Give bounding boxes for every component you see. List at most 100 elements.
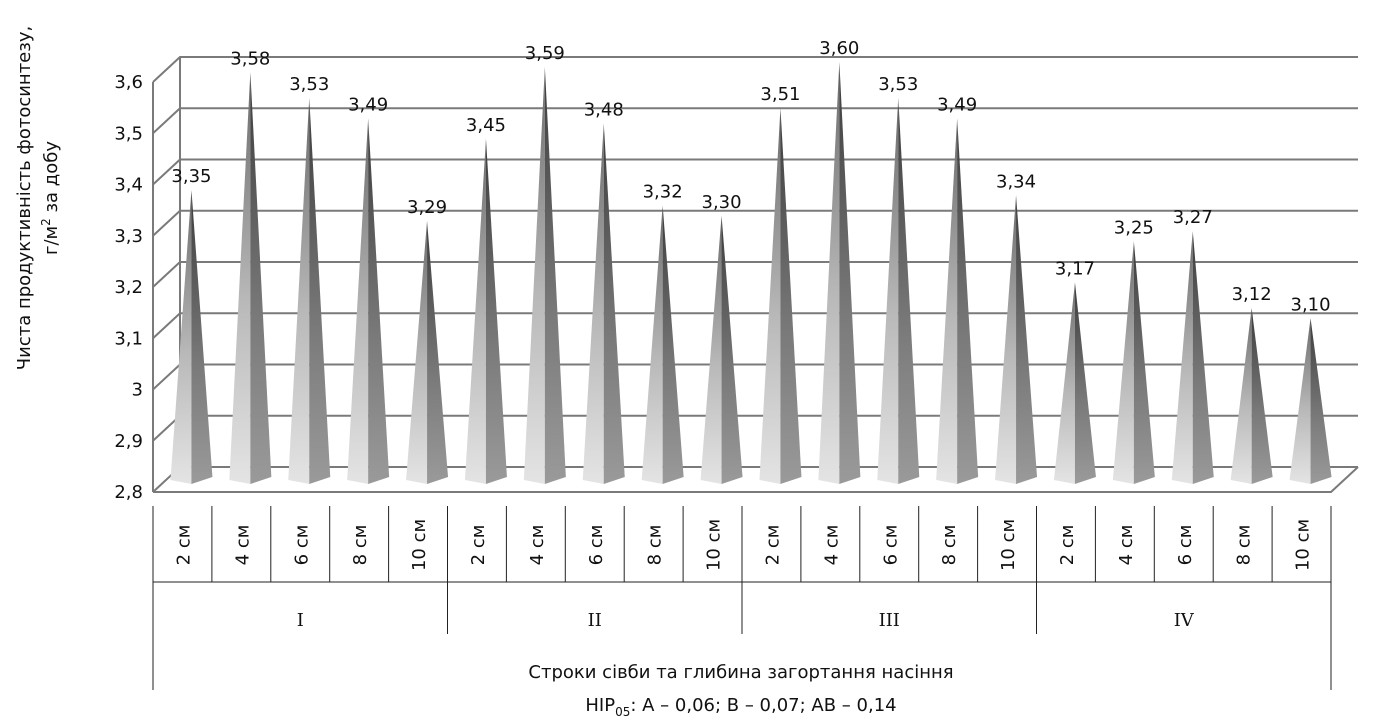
y-tick-label: 3,2	[114, 277, 143, 298]
group-label: IV	[1174, 610, 1195, 631]
pyramid-face-left	[936, 118, 958, 484]
pyramid-face-right	[1310, 318, 1332, 484]
group-label: II	[588, 610, 602, 631]
data-label: 3,58	[230, 48, 270, 69]
x-tick-label: 4 см	[232, 525, 253, 566]
group-label: I	[297, 610, 304, 631]
bar-pyramid	[170, 190, 213, 484]
bar-pyramid	[1289, 318, 1332, 484]
pyramid-face-right	[1251, 308, 1273, 484]
x-tick-label: 10 см	[409, 519, 430, 571]
pyramid-face-left	[995, 195, 1017, 484]
bar-pyramid	[1171, 231, 1214, 484]
bar-pyramid	[818, 62, 861, 484]
bar-pyramid	[700, 215, 743, 484]
gridline	[152, 312, 1358, 339]
bar-pyramid	[229, 72, 272, 484]
x-tick-label: 6 см	[291, 525, 312, 566]
pyramid-face-right	[721, 215, 743, 484]
x-tick-label: 2 см	[1057, 525, 1078, 566]
category-table: 2 см 4 см 6 см 8 см 10 см I 2 см 4 см 6 см 8 см 10…	[152, 506, 1332, 690]
bar-pyramid	[288, 97, 331, 484]
gridline	[152, 363, 1358, 391]
pyramid-face-left	[759, 108, 781, 484]
pyramid-face-right	[1016, 195, 1038, 484]
pyramid-face-right	[780, 108, 802, 484]
y-axis-unit-rest: за добу	[41, 141, 62, 219]
pyramid-face-right	[485, 138, 507, 484]
pyramid-face-left	[347, 118, 369, 484]
x-tick-label: 4 см	[1116, 525, 1137, 566]
pyramid-face-right	[1133, 241, 1155, 484]
data-label: 3,30	[702, 192, 742, 213]
x-tick-label: 6 см	[1175, 525, 1196, 566]
data-label: 3,59	[525, 43, 565, 64]
y-tick-labels: 2,8 2,9 3 3,1 3,2 3,3 3,4 3,5 3,6	[114, 72, 143, 503]
y-axis-unit-superscript: 2	[39, 218, 53, 226]
pyramid-face-right	[544, 67, 566, 484]
pyramid-face-left	[1171, 231, 1193, 484]
data-label: 3,45	[466, 115, 506, 136]
pyramid-face-left	[1289, 318, 1311, 484]
pyramid-face-left	[464, 138, 486, 484]
pyramid-face-left	[229, 72, 251, 484]
y-tick-label: 3,4	[114, 175, 143, 196]
y-tick-label: 3,5	[114, 123, 143, 144]
x-tick-label: 4 см	[527, 525, 548, 566]
x-tick-label: 2 см	[173, 525, 194, 566]
pyramids	[170, 62, 1332, 484]
pyramid-face-left	[523, 67, 545, 484]
bar-pyramid	[641, 205, 684, 484]
pyramid-face-right	[839, 62, 861, 484]
x-tick-label: 8 см	[1234, 525, 1255, 566]
bar-pyramid	[877, 97, 920, 484]
y-axis-title-line1: Чиста продуктивність фотосинтезу,	[14, 26, 35, 370]
pyramid-face-right	[368, 118, 390, 484]
data-label: 3,27	[1173, 207, 1213, 228]
pyramid-face-right	[1192, 231, 1214, 484]
pyramid-face-left	[1112, 241, 1134, 484]
bar-pyramid	[1230, 308, 1273, 484]
gridline	[152, 261, 1358, 288]
y-axis-unit: г/м	[41, 226, 62, 255]
lsd-footnote-subscript: 05	[615, 705, 630, 719]
pyramid-face-left	[582, 123, 604, 484]
bar-pyramid	[759, 108, 802, 484]
lsd-footnote-values: : А – 0,06; В – 0,07; АВ – 0,14	[630, 695, 896, 716]
pyramid-face-left	[288, 97, 310, 484]
x-tick-label: 10 см	[704, 519, 725, 571]
bar-pyramid	[347, 118, 390, 484]
x-tick-label: 10 см	[1293, 519, 1314, 571]
data-label: 3,17	[1055, 258, 1095, 279]
x-tick-label: 8 см	[350, 525, 371, 566]
y-tick-label: 3,3	[114, 226, 143, 247]
bar-pyramid	[936, 118, 979, 484]
x-tick-label: 2 см	[762, 525, 783, 566]
data-label: 3,35	[171, 166, 211, 187]
pyramid-face-left	[700, 215, 722, 484]
data-label: 3,53	[289, 74, 329, 95]
data-label: 3,49	[937, 94, 977, 115]
y-tick-label: 3,1	[114, 328, 143, 349]
pyramid-face-right	[603, 123, 625, 484]
pyramid-face-left	[170, 190, 192, 484]
pyramid-face-right	[957, 118, 979, 484]
x-tick-label: 10 см	[998, 519, 1019, 571]
data-label: 3,25	[1114, 217, 1154, 238]
gridline	[152, 107, 1358, 134]
data-label: 3,48	[584, 100, 624, 121]
data-label: 3,53	[878, 74, 918, 95]
y-tick-label: 3,6	[114, 72, 143, 93]
lsd-footnote: НІР05: А – 0,06; В – 0,07; АВ – 0,14	[585, 695, 896, 719]
bar-pyramid	[464, 138, 507, 484]
gridline	[152, 158, 1358, 186]
x-tick-label: 8 см	[645, 525, 666, 566]
pyramid-face-left	[877, 97, 899, 484]
pyramid-face-left	[1053, 282, 1075, 484]
bar-pyramid	[523, 67, 566, 484]
data-label: 3,32	[643, 182, 683, 203]
pyramid-face-right	[309, 97, 331, 484]
bar-pyramid	[582, 123, 625, 484]
